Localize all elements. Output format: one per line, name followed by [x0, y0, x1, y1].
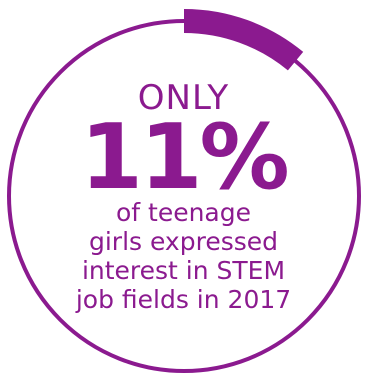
stat-description: of teenage girls expressed interest in S…	[0, 198, 367, 314]
stat-prefix: ONLY	[137, 78, 230, 118]
stat-description-line: job fields in 2017	[75, 285, 292, 314]
progress-ring-fill	[183, 9, 304, 71]
stat-description-line: of teenage	[115, 198, 252, 227]
stat-description-line: interest in STEM	[81, 256, 286, 285]
stat-value: 11%	[80, 105, 289, 210]
stat-description-line: girls expressed	[88, 227, 279, 256]
